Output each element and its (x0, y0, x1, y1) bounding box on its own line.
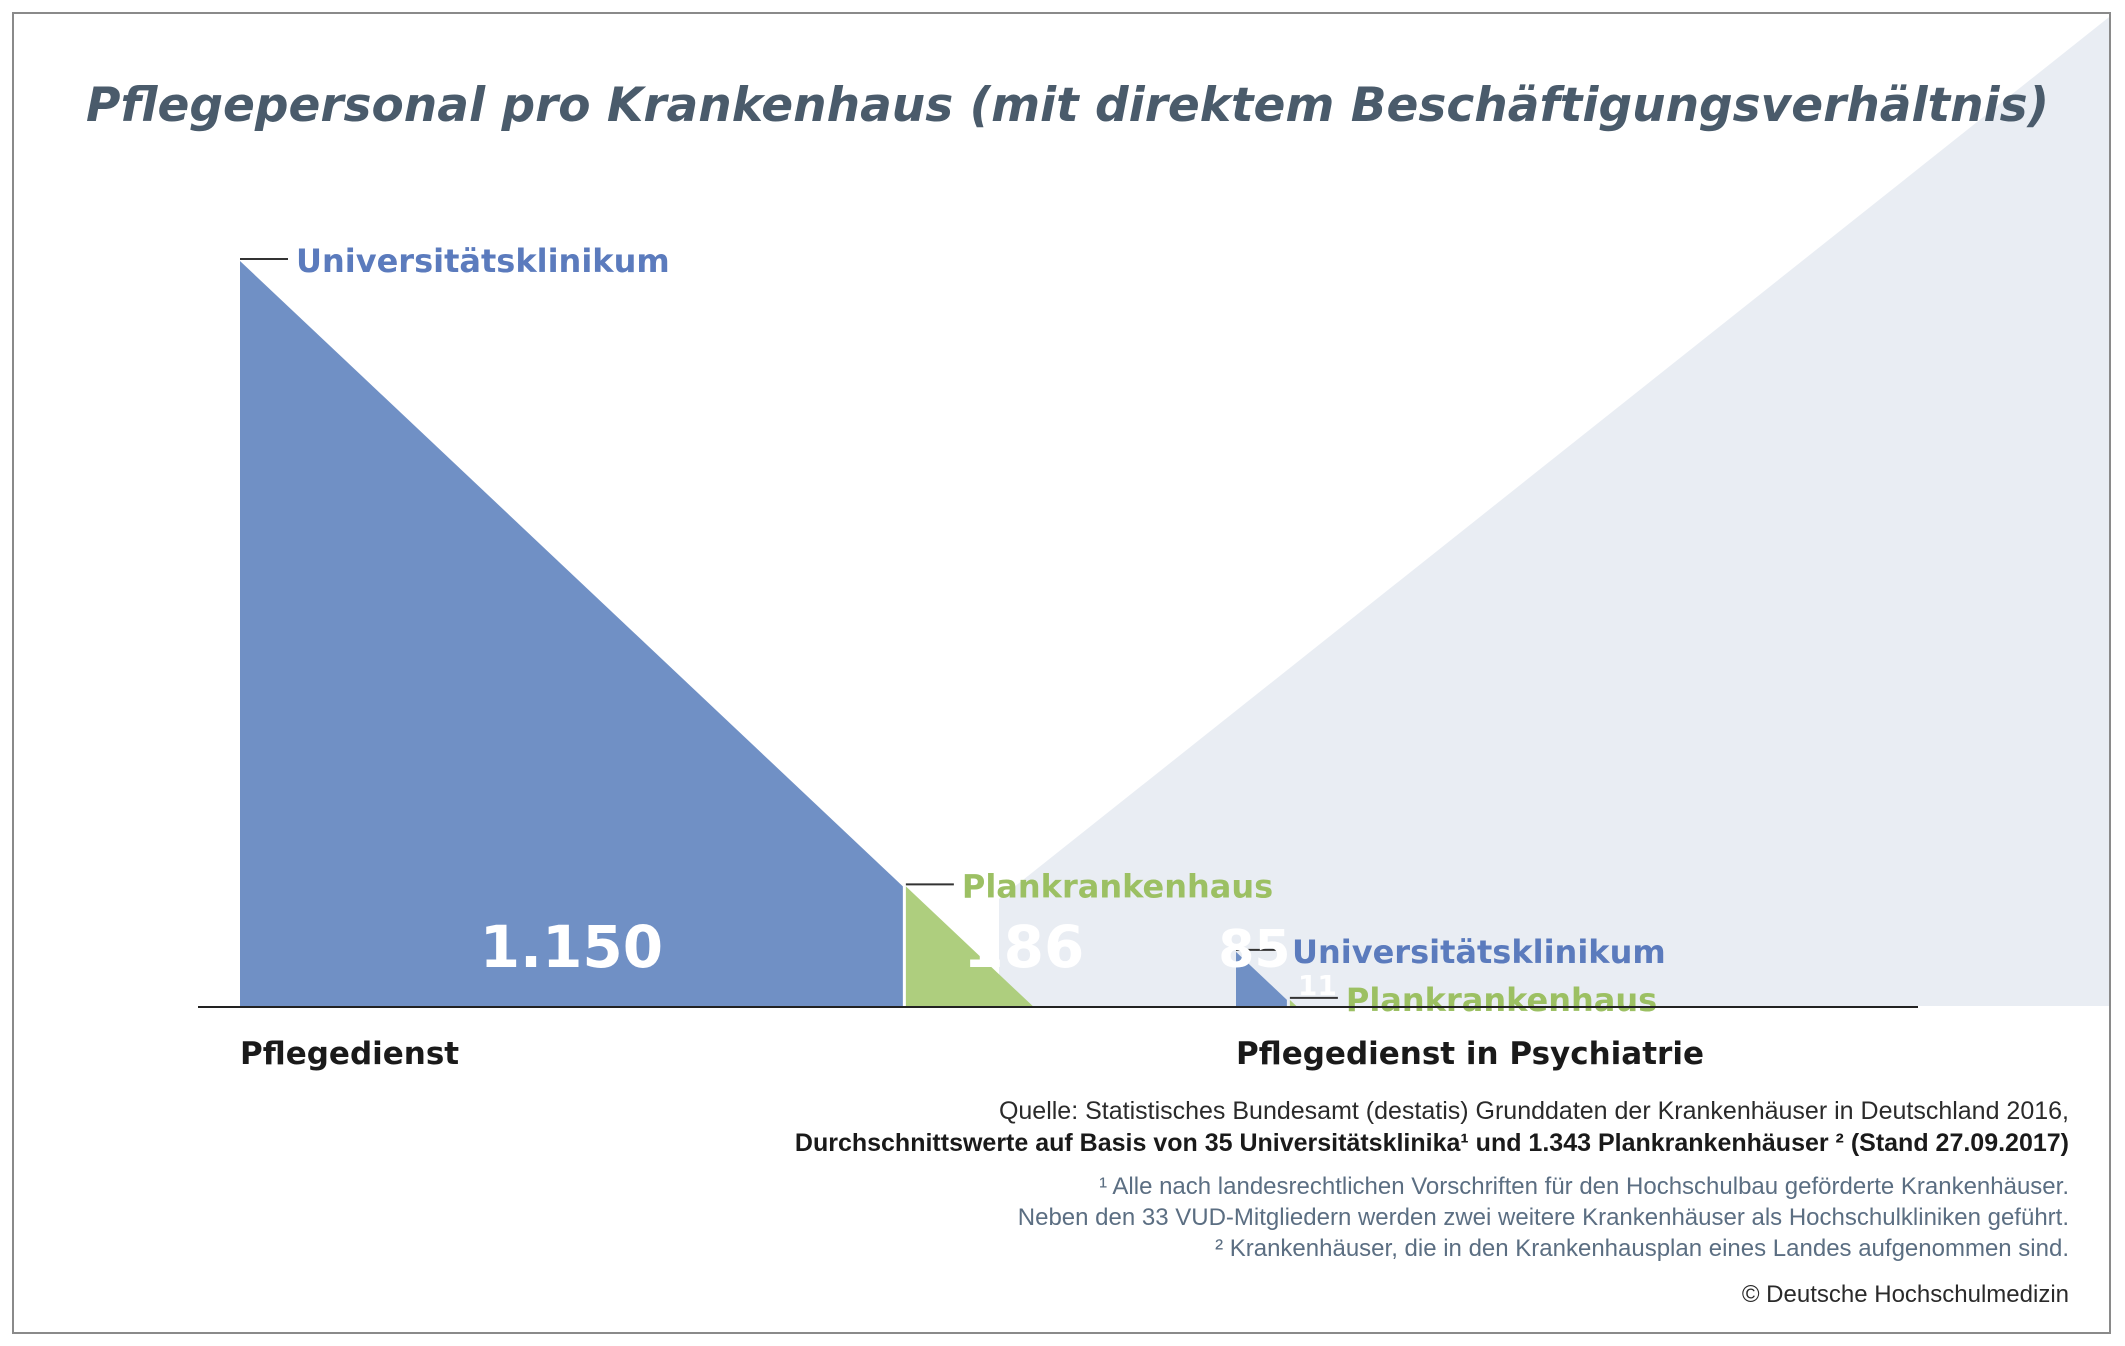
footnote-2: Neben den 33 VUD-Mitgliedern werden zwei… (1018, 1204, 2069, 1231)
chart-marks: Universitätsklinikum Plankrankenhaus 1.150… (240, 242, 1666, 1019)
source-line-1: Quelle: Statistisches Bundesamt (destati… (999, 1097, 2069, 1125)
category-label-pflegedienst: Pflegedienst (240, 1036, 459, 1072)
value-label-plan-pflegedienst: 186 (963, 913, 1084, 981)
background-triangle (999, 17, 2109, 1006)
bar-plankrankenhaus-pflegedienst (905, 886, 1034, 1007)
chart-frame: Pflegepersonal pro Krankenhaus (mit dire… (12, 12, 2111, 1334)
footnote-1: ¹ Alle nach landesrechtlichen Vorschrift… (1099, 1173, 2069, 1200)
category-label-psychiatrie: Pflegedienst in Psychiatrie (1236, 1036, 1704, 1072)
chart-svg: Pflegepersonal pro Krankenhaus (mit dire… (86, 17, 2109, 1308)
series-label-uni-pflegedienst: Universitätsklinikum (296, 242, 670, 280)
bar-plankrankenhaus-psychiatrie (1289, 999, 1298, 1007)
value-label-plan-psychiatrie: 11 (1298, 969, 1337, 1002)
bar-universitaetsklinikum-psychiatrie (1236, 951, 1287, 1007)
value-label-uni-pflegedienst: 1.150 (480, 913, 663, 981)
series-label-plan-pflegedienst: Plankrankenhaus (962, 867, 1273, 905)
series-label-plan-psychiatrie: Plankrankenhaus (1346, 981, 1657, 1019)
copyright-text: © Deutsche Hochschulmedizin (1742, 1281, 2069, 1308)
series-label-uni-psychiatrie: Universitätsklinikum (1292, 933, 1666, 971)
chart-title: Pflegepersonal pro Krankenhaus (mit dire… (86, 78, 2049, 133)
value-label-uni-psychiatrie: 85 (1218, 920, 1290, 980)
bar-universitaetsklinikum-pflegedienst (240, 261, 903, 1007)
footnote-3: ² Krankenhäuser, die in den Krankenhausp… (1215, 1235, 2069, 1262)
source-line-2: Durchschnittswerte auf Basis von 35 Univ… (795, 1129, 2069, 1157)
